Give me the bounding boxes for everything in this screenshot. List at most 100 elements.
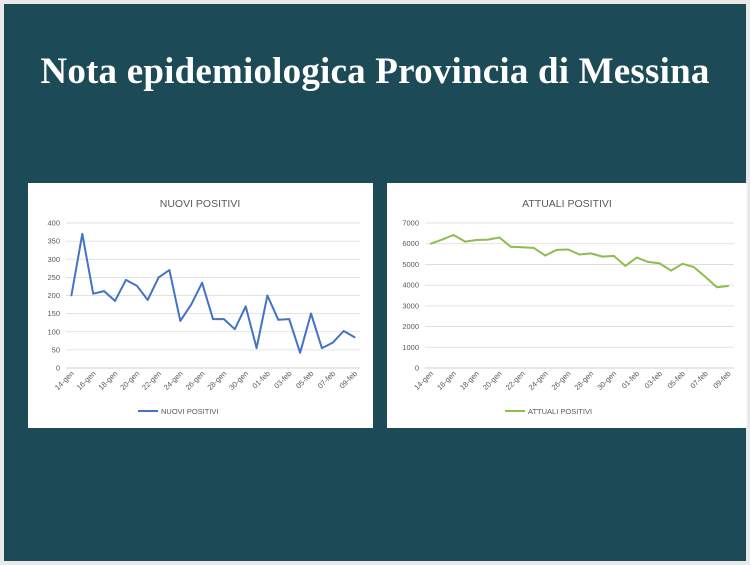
x-tick-label: 16-gen	[435, 369, 458, 392]
data-point	[299, 351, 302, 354]
x-tick-label: 01-feb	[620, 369, 641, 390]
data-point	[124, 279, 127, 281]
data-point	[157, 276, 160, 279]
data-point	[146, 298, 149, 301]
data-point	[693, 266, 695, 269]
data-point	[509, 245, 512, 248]
x-tick-label: 05-feb	[294, 369, 315, 390]
y-tick-label: 350	[47, 237, 60, 246]
data-point	[658, 262, 661, 265]
data-point	[310, 312, 312, 315]
data-point	[92, 292, 95, 295]
x-tick-label: 03-feb	[643, 369, 664, 390]
y-tick-label: 400	[47, 219, 60, 228]
x-tick-label: 22-gen	[504, 369, 527, 392]
y-tick-label: 2000	[402, 322, 419, 331]
data-point	[635, 256, 638, 259]
data-point	[498, 236, 501, 239]
chart-attuali-positivi: ATTUALI POSITIVI 0 1000 2000 3000 4000 5000 600…	[402, 198, 734, 416]
data-point	[212, 318, 214, 320]
data-point	[475, 239, 478, 241]
y-tick-label: 0	[56, 364, 60, 373]
y-tick-label: 200	[47, 291, 60, 300]
data-point	[578, 253, 581, 256]
data-point	[555, 249, 558, 251]
chart-nuovi-positivi: NUOVI POSITIVI05010015020025030035040014…	[47, 198, 360, 416]
chart-panel-nuovi-positivi: NUOVI POSITIVI 0 50 100 150 200 250 300 350 400 14…	[28, 183, 373, 428]
data-point	[727, 285, 730, 287]
data-point	[624, 264, 627, 267]
x-tick-label: 30-gen	[227, 369, 250, 392]
data-point	[190, 303, 193, 306]
data-point	[288, 318, 291, 320]
y-tick-label: 7000	[402, 219, 419, 228]
data-point	[81, 232, 84, 235]
data-point	[135, 284, 138, 287]
x-tick-label: 05-feb	[666, 369, 687, 390]
data-point	[715, 286, 718, 289]
data-point	[179, 319, 182, 322]
x-tick-label: 07-feb	[688, 369, 709, 390]
y-tick-label: 1000	[402, 343, 419, 352]
x-tick-label: 26-gen	[550, 369, 573, 392]
data-point	[681, 262, 684, 265]
x-tick-label: 20-gen	[118, 369, 141, 392]
x-tick-label: 30-gen	[595, 369, 618, 392]
chart-panel-attuali-positivi: ATTUALI POSITIVI 0 1000 2000 3000 4000 5000 600…	[387, 183, 747, 428]
x-tick-label: 26-gen	[184, 369, 207, 392]
data-point	[266, 294, 269, 297]
data-point	[331, 341, 334, 344]
data-point	[464, 240, 466, 243]
x-tick-label: 22-gen	[140, 369, 163, 392]
x-tick-label: 01-feb	[250, 369, 271, 390]
data-point	[255, 347, 258, 349]
data-point	[103, 290, 106, 293]
data-point	[114, 300, 116, 302]
slide-title: Nota epidemiologica Provincia di Messina	[40, 51, 710, 92]
x-tick-label: 28-gen	[572, 369, 595, 392]
y-tick-label: 4000	[402, 281, 419, 290]
x-tick-label: 18-gen	[458, 369, 481, 392]
data-point	[452, 234, 455, 236]
data-point	[532, 246, 535, 249]
data-point	[342, 330, 345, 332]
chart-title: NUOVI POSITIVI	[160, 198, 241, 210]
slide: Nota epidemiologica Provincia di Messina…	[4, 4, 747, 561]
chart-title: ATTUALI POSITIVI	[522, 198, 612, 210]
y-tick-label: 100	[47, 327, 60, 336]
x-tick-label: 09-feb	[338, 369, 359, 390]
data-point	[277, 318, 280, 321]
x-tick-label: 24-gen	[527, 369, 550, 392]
data-point	[201, 281, 204, 284]
x-tick-label: 03-feb	[272, 369, 293, 390]
data-point	[670, 269, 672, 272]
data-point	[567, 248, 569, 251]
data-point	[487, 238, 489, 241]
data-point	[601, 255, 604, 258]
data-point	[441, 238, 444, 241]
legend-label: NUOVI POSITIVI	[161, 407, 219, 416]
y-tick-label: 300	[47, 255, 60, 264]
data-point	[70, 294, 73, 297]
data-point	[429, 242, 432, 245]
data-point	[612, 255, 615, 257]
x-tick-label: 07-feb	[316, 369, 337, 390]
y-tick-label: 0	[415, 364, 419, 373]
data-point	[244, 305, 247, 308]
data-point	[521, 246, 524, 249]
x-tick-label: 20-gen	[481, 369, 504, 392]
data-point	[222, 318, 225, 320]
y-tick-label: 3000	[402, 301, 419, 310]
legend-label: ATTUALI POSITIVI	[528, 407, 592, 416]
data-point	[647, 261, 650, 263]
data-point	[704, 275, 707, 278]
y-tick-label: 6000	[402, 239, 419, 248]
y-tick-label: 50	[52, 345, 60, 354]
data-point	[320, 347, 323, 349]
y-tick-label: 250	[47, 273, 60, 282]
series-line	[430, 234, 729, 289]
x-tick-label: 28-gen	[205, 369, 228, 392]
x-tick-label: 18-gen	[97, 369, 120, 392]
y-tick-label: 150	[47, 309, 60, 318]
series-line	[70, 232, 356, 354]
